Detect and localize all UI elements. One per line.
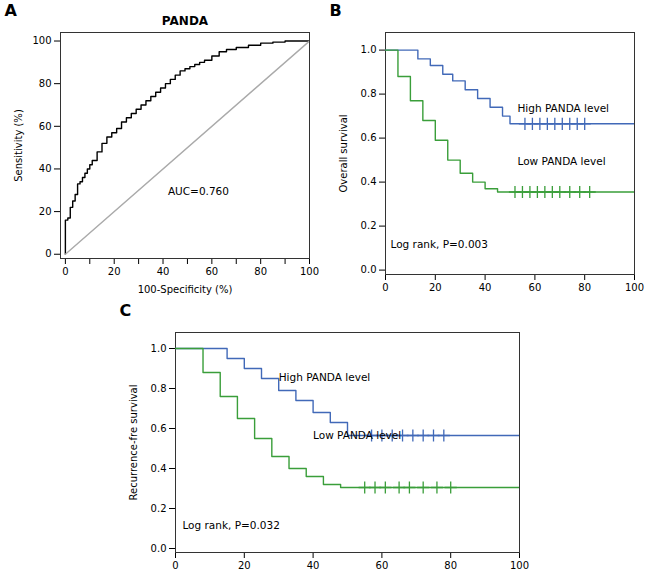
svg-text:0.0: 0.0 bbox=[151, 543, 167, 554]
svg-text:C: C bbox=[120, 301, 132, 320]
svg-text:20: 20 bbox=[39, 206, 52, 217]
svg-text:100-Specificity (%): 100-Specificity (%) bbox=[138, 284, 233, 295]
svg-text:A: A bbox=[5, 1, 18, 20]
svg-text:0.2: 0.2 bbox=[361, 220, 377, 231]
svg-text:0.8: 0.8 bbox=[151, 383, 167, 394]
svg-text:Low PANDA level: Low PANDA level bbox=[313, 429, 401, 441]
svg-text:0.4: 0.4 bbox=[361, 176, 377, 187]
svg-text:0.8: 0.8 bbox=[361, 88, 377, 99]
svg-text:1.0: 1.0 bbox=[151, 343, 167, 354]
svg-text:60: 60 bbox=[529, 282, 542, 293]
svg-text:High PANDA level: High PANDA level bbox=[517, 102, 609, 114]
svg-text:Low PANDA level: Low PANDA level bbox=[517, 155, 605, 167]
svg-text:20: 20 bbox=[429, 282, 442, 293]
svg-text:Sensitivity (%): Sensitivity (%) bbox=[13, 109, 24, 182]
svg-text:40: 40 bbox=[39, 163, 52, 174]
svg-text:0.0: 0.0 bbox=[361, 264, 377, 275]
svg-text:Overall survival: Overall survival bbox=[338, 114, 349, 192]
svg-text:40: 40 bbox=[479, 282, 492, 293]
svg-text:0: 0 bbox=[172, 560, 178, 571]
svg-text:60: 60 bbox=[39, 121, 52, 132]
svg-text:100: 100 bbox=[300, 266, 319, 277]
svg-text:60: 60 bbox=[376, 560, 389, 571]
svg-text:B: B bbox=[330, 1, 342, 20]
svg-text:0: 0 bbox=[382, 282, 388, 293]
svg-text:0.2: 0.2 bbox=[151, 503, 167, 514]
svg-text:80: 80 bbox=[578, 282, 591, 293]
svg-text:Log rank, P=0.032: Log rank, P=0.032 bbox=[182, 519, 279, 531]
svg-text:0: 0 bbox=[45, 248, 51, 259]
svg-text:100: 100 bbox=[32, 35, 51, 46]
svg-text:AUC=0.760: AUC=0.760 bbox=[168, 185, 229, 197]
svg-text:80: 80 bbox=[254, 266, 267, 277]
svg-text:100: 100 bbox=[625, 282, 644, 293]
svg-text:60: 60 bbox=[205, 266, 218, 277]
svg-text:0.4: 0.4 bbox=[151, 463, 167, 474]
svg-text:Recurrence-fre survival: Recurrence-fre survival bbox=[128, 385, 139, 501]
svg-text:40: 40 bbox=[157, 266, 170, 277]
svg-text:100: 100 bbox=[510, 560, 529, 571]
svg-text:40: 40 bbox=[307, 560, 320, 571]
svg-text:20: 20 bbox=[108, 266, 121, 277]
svg-text:0.6: 0.6 bbox=[151, 423, 167, 434]
svg-text:0: 0 bbox=[62, 266, 68, 277]
svg-text:High PANDA level: High PANDA level bbox=[279, 371, 371, 383]
svg-text:20: 20 bbox=[238, 560, 251, 571]
svg-text:80: 80 bbox=[444, 560, 457, 571]
svg-text:PANDA: PANDA bbox=[162, 14, 209, 28]
svg-text:Log rank, P=0.003: Log rank, P=0.003 bbox=[390, 238, 487, 250]
svg-text:1.0: 1.0 bbox=[361, 44, 377, 55]
svg-text:0.6: 0.6 bbox=[361, 132, 377, 143]
svg-text:80: 80 bbox=[39, 78, 52, 89]
